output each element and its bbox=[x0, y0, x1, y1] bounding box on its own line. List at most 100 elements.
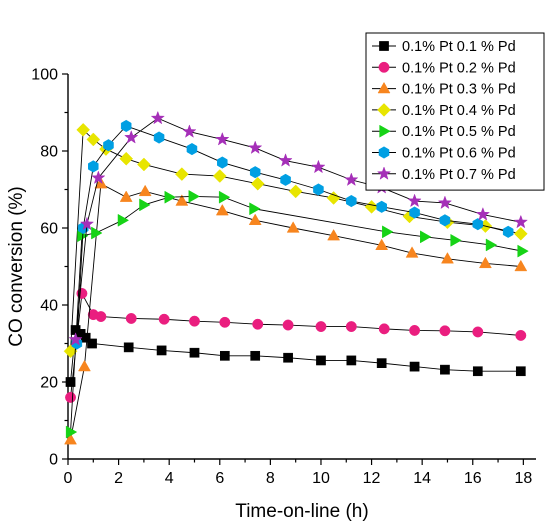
series-line bbox=[75, 117, 521, 340]
series-line bbox=[70, 128, 521, 352]
y-tick-label: 0 bbox=[49, 452, 58, 469]
x-tick-label: 4 bbox=[165, 470, 174, 487]
data-point bbox=[252, 318, 264, 330]
data-point bbox=[472, 366, 483, 377]
data-point bbox=[65, 425, 78, 439]
data-point bbox=[95, 311, 107, 322]
data-point bbox=[405, 246, 419, 258]
data-point bbox=[375, 238, 389, 250]
data-point bbox=[63, 344, 78, 359]
y-tick-label: 60 bbox=[40, 221, 58, 238]
data-point bbox=[517, 244, 529, 258]
data-point bbox=[472, 326, 484, 338]
legend-frame bbox=[365, 32, 545, 191]
data-point bbox=[439, 214, 451, 227]
data-point bbox=[440, 364, 450, 375]
data-point bbox=[288, 184, 303, 199]
data-point bbox=[472, 218, 484, 231]
legend-marker bbox=[379, 41, 389, 51]
series-2 bbox=[65, 288, 527, 403]
legend-item: 0.1% Pt 0.6 % Pd bbox=[372, 146, 516, 162]
data-point bbox=[283, 352, 293, 363]
legend-item: 0.1% Pt 0.7 % Pd bbox=[372, 166, 516, 183]
data-point bbox=[376, 200, 387, 213]
legend-item: 0.1% Pt 0.4 % Pd bbox=[372, 103, 516, 119]
data-point bbox=[513, 214, 528, 229]
data-point bbox=[219, 350, 230, 361]
data-point bbox=[327, 228, 341, 241]
data-point bbox=[378, 323, 390, 335]
data-point bbox=[514, 259, 528, 272]
data-point bbox=[420, 230, 432, 244]
y-axis-title: CO conversion (%) bbox=[6, 186, 27, 347]
data-point bbox=[502, 225, 514, 238]
legend-marker bbox=[379, 124, 391, 138]
data-point bbox=[124, 129, 139, 144]
series-line bbox=[70, 329, 521, 383]
x-tick-label: 12 bbox=[363, 470, 381, 487]
data-point bbox=[212, 169, 227, 183]
data-point bbox=[326, 191, 341, 205]
data-point bbox=[94, 177, 108, 189]
data-point bbox=[249, 202, 261, 216]
axes: 0 2 4 6 8 10 12 14 16 18 0 20 40 60 80 100 bbox=[31, 67, 536, 487]
x-axis-title: Time-on-line (h) bbox=[235, 501, 368, 522]
data-point bbox=[248, 140, 263, 155]
data-point bbox=[139, 198, 151, 212]
data-point bbox=[478, 256, 492, 269]
legend-label: 0.1% Pt 0.5 % Pd bbox=[402, 124, 516, 140]
data-point bbox=[219, 316, 231, 328]
data-point bbox=[485, 238, 498, 252]
legend-label: 0.1% Pt 0.2 % Pd bbox=[402, 60, 516, 76]
data-point bbox=[91, 226, 103, 240]
data-point bbox=[68, 332, 83, 346]
data-point bbox=[79, 216, 95, 231]
data-point bbox=[515, 329, 527, 341]
series-layer bbox=[63, 110, 529, 445]
data-point bbox=[156, 345, 167, 356]
legend: 0.1% Pt 0.1 % Pd 0.1% Pt 0.2 % Pd 0.1% Pt … bbox=[365, 32, 545, 191]
data-point bbox=[65, 391, 76, 403]
series-5 bbox=[65, 190, 529, 439]
data-point bbox=[87, 338, 97, 349]
x-tick-label: 8 bbox=[266, 470, 275, 487]
legend-marker bbox=[377, 103, 391, 117]
data-point bbox=[315, 321, 327, 333]
data-point bbox=[218, 190, 231, 204]
series-4 bbox=[63, 122, 528, 359]
data-point bbox=[217, 156, 228, 169]
data-point bbox=[278, 153, 293, 167]
data-point bbox=[78, 359, 91, 372]
y-tick-label: 100 bbox=[31, 67, 58, 84]
data-point bbox=[64, 433, 77, 445]
data-point bbox=[286, 221, 300, 233]
data-point bbox=[137, 157, 151, 172]
data-point bbox=[175, 194, 189, 206]
legend-item: 0.1% Pt 0.3 % Pd bbox=[372, 82, 516, 98]
data-point bbox=[382, 225, 394, 239]
data-point bbox=[364, 199, 379, 214]
data-point bbox=[376, 358, 387, 368]
y-tick-label: 80 bbox=[40, 144, 58, 161]
data-point bbox=[123, 342, 134, 353]
data-point bbox=[120, 119, 132, 133]
data-point bbox=[65, 377, 76, 387]
x-tick-label: 18 bbox=[514, 470, 532, 487]
data-point bbox=[346, 355, 357, 366]
data-point bbox=[119, 151, 134, 166]
x-tick-label: 2 bbox=[114, 470, 123, 487]
legend-label: 0.1% Pt 0.3 % Pd bbox=[402, 82, 516, 98]
x-tick-label: 6 bbox=[215, 470, 224, 487]
series-line bbox=[70, 195, 523, 433]
legend-marker bbox=[378, 61, 390, 73]
data-point bbox=[158, 313, 170, 325]
data-point bbox=[215, 131, 230, 146]
data-point bbox=[407, 193, 422, 208]
data-point bbox=[346, 194, 357, 208]
data-point bbox=[409, 324, 421, 336]
data-point bbox=[515, 366, 526, 377]
data-point bbox=[182, 124, 197, 138]
data-point bbox=[316, 355, 326, 366]
